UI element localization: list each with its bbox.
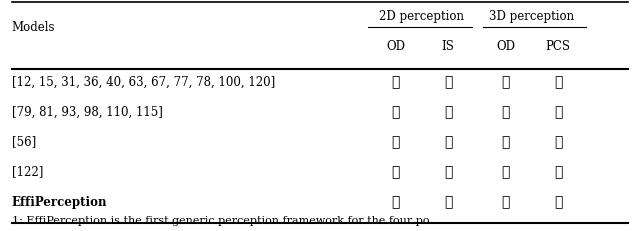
Text: ✗: ✗ [391,165,400,179]
Text: ✓: ✓ [391,75,400,89]
Text: ✓: ✓ [444,195,452,209]
Text: [12, 15, 31, 36, 40, 63, 67, 77, 78, 100, 120]: [12, 15, 31, 36, 40, 63, 67, 77, 78, 100… [12,76,275,88]
Text: ✗: ✗ [554,75,563,89]
Text: 3D perception: 3D perception [489,10,575,23]
Text: [79, 81, 93, 98, 110, 115]: [79, 81, 93, 98, 110, 115] [12,106,163,119]
Text: ✓: ✓ [501,105,510,119]
Text: EffiPerception: EffiPerception [12,196,107,209]
Text: ✗: ✗ [554,165,563,179]
Text: [122]: [122] [12,166,43,179]
Text: PCS: PCS [545,40,571,53]
Text: ✓: ✓ [501,135,510,149]
Text: Models: Models [12,21,55,34]
Text: ✓: ✓ [554,195,563,209]
Text: 1: EffiPerception is the first generic perception framework for the four po: 1: EffiPerception is the first generic p… [12,216,429,226]
Text: ✓: ✓ [501,195,510,209]
Text: ✓: ✓ [554,105,563,119]
Text: ✗: ✗ [554,135,563,149]
Text: ✓: ✓ [444,75,452,89]
Text: ✗: ✗ [391,105,400,119]
Text: ✗: ✗ [501,75,510,89]
Text: ✓: ✓ [444,165,452,179]
Text: ✓: ✓ [391,135,400,149]
Text: IS: IS [442,40,454,53]
Text: 2D perception: 2D perception [380,10,464,23]
Text: ✓: ✓ [501,165,510,179]
Text: ✗: ✗ [444,135,452,149]
Text: [56]: [56] [12,136,36,149]
Text: ✗: ✗ [444,105,452,119]
Text: ✓: ✓ [391,195,400,209]
Text: OD: OD [496,40,515,53]
Text: OD: OD [386,40,405,53]
